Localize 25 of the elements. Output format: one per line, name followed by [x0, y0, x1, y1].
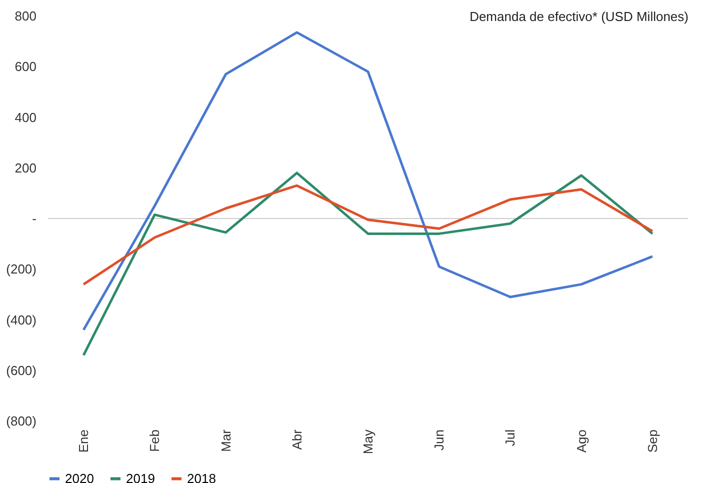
x-tick-label: Ago — [574, 430, 589, 453]
line-series — [82, 184, 654, 286]
y-tick-label: (800) — [6, 414, 36, 428]
y-tick-label: - — [32, 211, 36, 226]
x-tick-label: Feb — [147, 430, 162, 452]
y-tick-label: 200 — [14, 160, 36, 176]
x-tick-label: Jun — [432, 430, 447, 450]
line-series — [82, 172, 654, 356]
x-tick-label: Sep — [644, 430, 660, 453]
legend-label: 2020 — [65, 470, 94, 483]
legend-label: 2019 — [126, 470, 155, 483]
x-tick-label: Mar — [218, 428, 234, 452]
y-tick-label: (400) — [6, 312, 36, 328]
x-tick-label: Ene — [76, 430, 92, 453]
chart-title: Demanda de efectivo* (USD Millones) — [470, 9, 688, 24]
y-tick-label: 600 — [14, 59, 36, 74]
y-tick-label: (200) — [6, 262, 36, 277]
line-series — [82, 31, 654, 332]
x-tick-label: Jul — [502, 429, 518, 446]
legend-label: 2018 — [187, 470, 216, 483]
y-tick-label: 400 — [14, 110, 36, 125]
y-tick-label: 800 — [14, 8, 36, 24]
y-tick-label: (600) — [6, 362, 36, 378]
x-tick-label: Abr — [289, 428, 304, 450]
x-tick-label: May — [360, 429, 376, 454]
